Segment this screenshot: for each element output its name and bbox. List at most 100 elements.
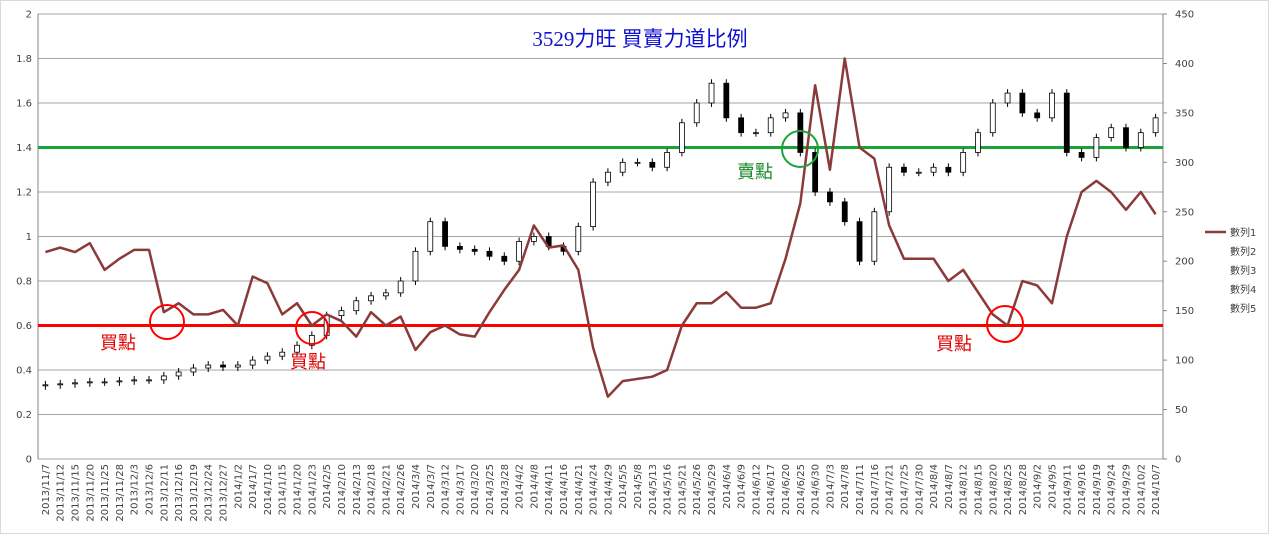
x-tick-label: 2014/6/30 bbox=[811, 464, 822, 515]
candle-body bbox=[753, 132, 759, 135]
y2-tick-label: 350 bbox=[1175, 108, 1194, 119]
x-tick-label: 2014/3/7 bbox=[426, 464, 437, 509]
candle-body bbox=[1004, 92, 1011, 104]
legend-label: 數列4 bbox=[1230, 283, 1256, 296]
x-tick-label: 2013/12/27 bbox=[219, 464, 230, 522]
candle-body bbox=[1034, 112, 1041, 119]
chart-title: 3529力旺 買賣力道比例 bbox=[532, 27, 747, 51]
x-tick-label: 2014/1/20 bbox=[293, 464, 304, 515]
candle-body bbox=[131, 379, 138, 382]
x-tick-label: 2014/9/24 bbox=[1107, 464, 1118, 515]
x-tick-label: 2014/8/15 bbox=[973, 464, 984, 515]
legend-label: 數列5 bbox=[1230, 302, 1256, 315]
x-tick-label: 2014/8/28 bbox=[1018, 464, 1029, 515]
x-tick-label: 2014/5/5 bbox=[618, 464, 629, 509]
candle-body bbox=[368, 295, 374, 302]
y-tick-label: 1.8 bbox=[16, 54, 32, 65]
x-tick-label: 2014/7/8 bbox=[840, 464, 851, 509]
candle-body bbox=[590, 181, 596, 228]
candle-body bbox=[456, 245, 463, 250]
x-tick-label: 2014/3/28 bbox=[500, 464, 511, 515]
candle-body bbox=[575, 226, 582, 252]
candle-body bbox=[1063, 92, 1070, 153]
buy-circle bbox=[149, 304, 185, 340]
candle-body bbox=[634, 161, 641, 164]
candle-body bbox=[960, 152, 967, 173]
annotation: 買點 bbox=[100, 333, 136, 354]
x-tick-label: 2014/2/21 bbox=[381, 464, 392, 515]
x-tick-label: 2014/7/30 bbox=[914, 464, 925, 515]
x-tick-label: 2014/5/26 bbox=[692, 464, 703, 515]
x-tick-label: 2013/12/6 bbox=[145, 464, 156, 515]
candle-body bbox=[427, 221, 434, 252]
y-tick-label: 0 bbox=[26, 455, 32, 466]
candle-body bbox=[1078, 152, 1085, 158]
x-tick-label: 2014/3/4 bbox=[411, 464, 422, 509]
candle-body bbox=[945, 166, 952, 173]
x-tick-label: 2014/5/13 bbox=[648, 464, 659, 515]
buy-circle bbox=[986, 305, 1024, 343]
x-tick-label: 2014/4/16 bbox=[559, 464, 570, 515]
x-tick-label: 2014/9/29 bbox=[1121, 464, 1132, 515]
candle-body bbox=[738, 117, 745, 134]
x-tick-label: 2013/12/3 bbox=[130, 464, 141, 515]
y-tick-label: 1 bbox=[26, 232, 32, 243]
sell-circle bbox=[781, 130, 819, 168]
x-tick-label: 2013/11/20 bbox=[85, 464, 96, 522]
x-tick-label: 2014/4/24 bbox=[589, 464, 600, 515]
y2-tick-label: 150 bbox=[1175, 306, 1194, 317]
x-tick-label: 2014/3/20 bbox=[470, 464, 481, 515]
x-tick-label: 2013/11/7 bbox=[41, 464, 52, 515]
candle-body bbox=[605, 171, 611, 183]
y-tick-label: 0.4 bbox=[16, 366, 32, 377]
x-tick-label: 2014/8/25 bbox=[1003, 464, 1014, 515]
y-tick-label: 1.2 bbox=[16, 188, 32, 199]
candle-body bbox=[338, 310, 345, 317]
candle-body bbox=[220, 364, 226, 368]
x-tick-label: 2013/11/25 bbox=[100, 464, 111, 522]
x-tick-label: 2013/11/28 bbox=[115, 464, 126, 522]
y2-tick-label: 400 bbox=[1175, 59, 1194, 70]
candle-body bbox=[205, 364, 212, 369]
candle-body bbox=[175, 371, 182, 377]
candle-body bbox=[160, 375, 167, 381]
y2-tick-label: 450 bbox=[1175, 10, 1194, 21]
candle-body bbox=[649, 161, 656, 168]
x-tick-label: 2014/1/2 bbox=[233, 464, 244, 509]
x-tick-label: 2013/12/24 bbox=[204, 464, 215, 522]
x-tick-label: 2014/9/2 bbox=[1033, 464, 1044, 509]
candle-body bbox=[1137, 132, 1144, 148]
candle-body bbox=[1093, 137, 1100, 158]
candle-body bbox=[975, 132, 981, 153]
x-tick-label: 2013/11/12 bbox=[56, 464, 67, 522]
candle-body bbox=[190, 367, 197, 373]
y-tick-label: 1.4 bbox=[16, 143, 32, 154]
x-tick-label: 2014/4/2 bbox=[515, 464, 526, 509]
y-tick-label: 0.6 bbox=[16, 321, 32, 332]
x-tick-label: 2014/9/5 bbox=[1047, 464, 1058, 509]
x-tick-label: 2014/8/12 bbox=[959, 464, 970, 515]
x-tick-label: 2014/8/4 bbox=[929, 464, 940, 509]
candle-body bbox=[679, 122, 685, 153]
y-tick-label: 0.2 bbox=[16, 410, 32, 421]
x-tick-label: 2014/2/10 bbox=[337, 464, 348, 515]
x-tick-label: 2013/12/11 bbox=[159, 464, 170, 522]
x-tick-label: 2014/6/25 bbox=[796, 464, 807, 515]
candle-body bbox=[116, 380, 123, 383]
y2-tick-label: 0 bbox=[1175, 455, 1181, 466]
x-tick-label: 2014/1/23 bbox=[307, 464, 318, 515]
x-tick-label: 2014/2/5 bbox=[322, 464, 333, 509]
candle-body bbox=[841, 201, 848, 223]
candle-body bbox=[72, 382, 78, 385]
x-tick-label: 2014/1/15 bbox=[278, 464, 289, 515]
y-tick-label: 2 bbox=[26, 10, 32, 21]
x-tick-label: 2014/8/20 bbox=[988, 464, 999, 515]
candle-body bbox=[1019, 92, 1026, 114]
candle-body bbox=[234, 364, 241, 368]
candle-body bbox=[886, 166, 893, 213]
x-tick-label: 2014/2/13 bbox=[352, 464, 363, 515]
candle-body bbox=[797, 112, 804, 153]
x-tick-label: 2014/2/26 bbox=[396, 464, 407, 515]
